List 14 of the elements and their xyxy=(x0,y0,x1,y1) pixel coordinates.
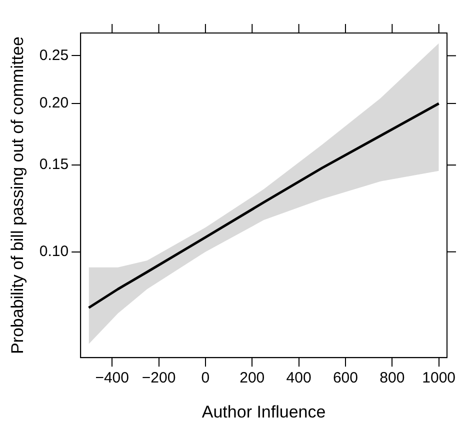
x-tick-label: 1000 xyxy=(422,370,456,387)
x-tick-label: 800 xyxy=(380,370,405,387)
x-tick-label: −400 xyxy=(95,370,129,387)
x-tick-label: −200 xyxy=(142,370,176,387)
x-tick-label: 0 xyxy=(201,370,210,387)
x-tick-label: 200 xyxy=(240,370,265,387)
y-tick-label: 0.25 xyxy=(39,46,69,64)
x-tick-label: 400 xyxy=(286,370,312,387)
y-tick-label: 0.15 xyxy=(39,156,69,174)
y-axis-title: Probability of bill passing out of committee xyxy=(8,36,27,354)
x-axis-title: Author Influence xyxy=(202,402,326,422)
x-tick-label: 600 xyxy=(332,370,358,387)
y-tick-label: 0.20 xyxy=(39,94,69,112)
y-tick-label: 0.10 xyxy=(39,242,69,260)
